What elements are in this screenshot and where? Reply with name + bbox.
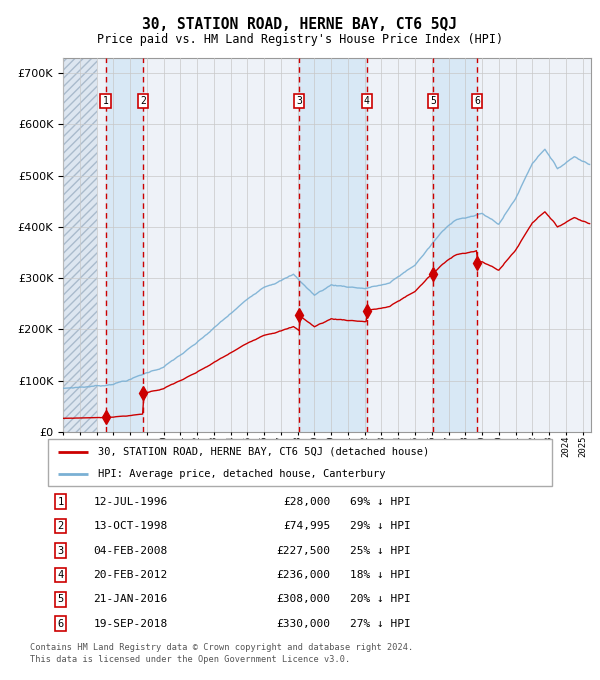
FancyBboxPatch shape <box>48 439 552 486</box>
Text: 25% ↓ HPI: 25% ↓ HPI <box>350 545 411 556</box>
Text: 69% ↓ HPI: 69% ↓ HPI <box>350 497 411 507</box>
Text: 1: 1 <box>103 97 109 106</box>
Text: 21-JAN-2016: 21-JAN-2016 <box>94 594 167 605</box>
Bar <box>106 58 143 432</box>
Text: 27% ↓ HPI: 27% ↓ HPI <box>350 619 411 628</box>
Text: £74,995: £74,995 <box>283 521 330 531</box>
Text: 5: 5 <box>430 97 436 106</box>
Text: 4: 4 <box>58 570 64 580</box>
Text: 1: 1 <box>58 497 64 507</box>
Text: 3: 3 <box>58 545 64 556</box>
Text: Contains HM Land Registry data © Crown copyright and database right 2024.: Contains HM Land Registry data © Crown c… <box>30 643 413 651</box>
Text: 29% ↓ HPI: 29% ↓ HPI <box>350 521 411 531</box>
Text: 19-SEP-2018: 19-SEP-2018 <box>94 619 167 628</box>
Text: £236,000: £236,000 <box>276 570 330 580</box>
Text: 13-OCT-1998: 13-OCT-1998 <box>94 521 167 531</box>
Text: HPI: Average price, detached house, Canterbury: HPI: Average price, detached house, Cant… <box>98 469 386 479</box>
Bar <box>433 58 478 432</box>
Text: £227,500: £227,500 <box>276 545 330 556</box>
Text: 6: 6 <box>475 97 480 106</box>
Text: 18% ↓ HPI: 18% ↓ HPI <box>350 570 411 580</box>
Text: £330,000: £330,000 <box>276 619 330 628</box>
Text: £28,000: £28,000 <box>283 497 330 507</box>
Text: 2: 2 <box>58 521 64 531</box>
Text: 2: 2 <box>140 97 146 106</box>
Bar <box>299 58 367 432</box>
Text: Price paid vs. HM Land Registry's House Price Index (HPI): Price paid vs. HM Land Registry's House … <box>97 33 503 46</box>
Text: 5: 5 <box>58 594 64 605</box>
Text: 12-JUL-1996: 12-JUL-1996 <box>94 497 167 507</box>
Bar <box>63 58 97 432</box>
Text: 04-FEB-2008: 04-FEB-2008 <box>94 545 167 556</box>
Text: 4: 4 <box>364 97 370 106</box>
Text: 20% ↓ HPI: 20% ↓ HPI <box>350 594 411 605</box>
Text: 6: 6 <box>58 619 64 628</box>
Text: 20-FEB-2012: 20-FEB-2012 <box>94 570 167 580</box>
Text: £308,000: £308,000 <box>276 594 330 605</box>
Text: 30, STATION ROAD, HERNE BAY, CT6 5QJ (detached house): 30, STATION ROAD, HERNE BAY, CT6 5QJ (de… <box>98 447 430 457</box>
Text: 30, STATION ROAD, HERNE BAY, CT6 5QJ: 30, STATION ROAD, HERNE BAY, CT6 5QJ <box>143 17 458 32</box>
Text: This data is licensed under the Open Government Licence v3.0.: This data is licensed under the Open Gov… <box>30 655 350 664</box>
Text: 3: 3 <box>296 97 302 106</box>
